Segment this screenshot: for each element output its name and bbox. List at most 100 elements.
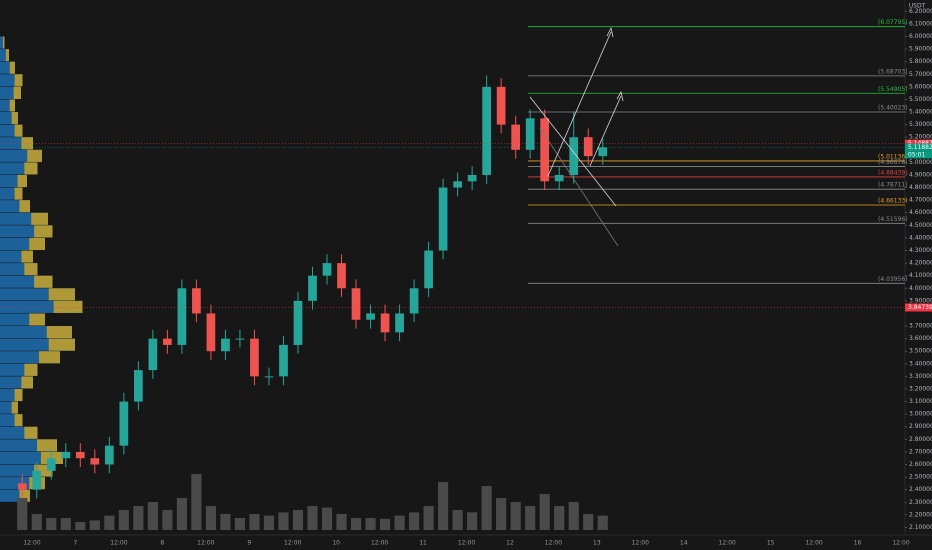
candle-body: [134, 370, 143, 402]
candle-body: [496, 86, 506, 125]
x-tick-label: 12:00: [545, 540, 562, 547]
candle-body: [75, 451, 85, 459]
profile-bar-accent: [9, 61, 15, 74]
profile-bar-accent: [14, 388, 23, 402]
volume-bar: [496, 498, 507, 530]
y-tick-label: 2.40000: [909, 486, 932, 493]
candle-body: [554, 174, 564, 182]
price-tag: [905, 143, 932, 152]
candle-body: [482, 86, 491, 175]
y-tick-label: 5.30000: [909, 121, 932, 128]
volume-bar: [539, 494, 550, 530]
volume-bar: [379, 518, 391, 530]
profile-bar-accent: [21, 250, 33, 263]
candle-body: [148, 338, 158, 371]
candle-body: [61, 451, 71, 459]
y-tick-label: 4.20000: [909, 260, 932, 267]
x-tick-label: 12:00: [892, 540, 909, 547]
x-tick-label: 12:00: [110, 540, 127, 547]
candle-body: [32, 470, 42, 490]
volume-bar: [249, 514, 260, 530]
marks: 6.20000 6.10000 6.00000 5.90000 5.80000 5.700…: [0, 8, 932, 547]
level-label: (4.66133): [878, 198, 908, 205]
level-label: (4.78711): [878, 182, 908, 189]
x-tick-label: 12:00: [458, 540, 475, 547]
volume-bar: [46, 518, 57, 530]
y-tick-label: 2.30000: [909, 499, 932, 506]
volume-bar: [423, 506, 434, 530]
profile-bar-accent: [14, 124, 23, 137]
candle-body: [598, 147, 608, 157]
volume-bar: [307, 506, 318, 530]
profile-bar-accent: [21, 137, 33, 150]
profile-bar-accent: [31, 212, 48, 225]
profile-bar-accent: [19, 200, 30, 213]
y-tick-label: 5.70000: [909, 71, 932, 78]
y-tick-label: 4.40000: [909, 234, 932, 241]
y-tick-label: 3.30000: [909, 373, 932, 380]
y-tick-label: 2.10000: [909, 524, 932, 531]
arrow-head: [616, 90, 624, 102]
x-tick-label: 12:00: [632, 540, 649, 547]
y-tick-label: 3.20000: [909, 385, 932, 392]
volume-bar: [60, 518, 71, 530]
x-tick-label: 11: [419, 540, 427, 547]
level-label: (5.40023): [878, 105, 908, 112]
volume-bar: [104, 515, 115, 530]
profile-bar-accent: [29, 313, 45, 326]
y-tick-label: 6.20000: [909, 8, 932, 15]
y-tick-label: 5.80000: [909, 58, 932, 65]
x-tick-label: 15: [767, 540, 775, 547]
volume-bar: [31, 514, 42, 530]
countdown: 05:01: [908, 151, 925, 158]
volume-bar: [147, 502, 158, 530]
candle-body: [366, 313, 375, 320]
y-tick-label: 5.50000: [909, 96, 932, 103]
y-tick-label: 4.50000: [909, 222, 932, 229]
candle-body: [395, 313, 404, 333]
profile-bar-accent: [13, 86, 21, 99]
profile-bar-accent: [19, 489, 30, 502]
profile-bar-accent: [29, 237, 45, 251]
volume-bar: [278, 512, 289, 530]
trend-line: [529, 96, 617, 207]
volume-bar: [481, 486, 492, 530]
countdown-bg: [905, 151, 932, 159]
price-tag-label: 3.84739: [908, 304, 932, 311]
y-tick-label: 6.00000: [909, 33, 932, 40]
x-tick-label: 10: [332, 540, 340, 547]
candle-body: [351, 288, 361, 320]
volume-bar: [191, 474, 202, 530]
y-tick-label: 2.90000: [909, 423, 932, 430]
level-label: (4.51596): [878, 216, 908, 223]
arrow-head: [606, 26, 614, 38]
volume-bar: [263, 515, 275, 530]
y-tick-label: 4.60000: [909, 209, 932, 216]
profile-bar-accent: [17, 174, 27, 188]
y-tick-label: 2.60000: [909, 461, 932, 468]
price-tag-label: 5.11882: [908, 144, 932, 151]
x-tick-label: 12:00: [805, 540, 822, 547]
y-tick-label: 3.50000: [909, 348, 932, 355]
volume-bar: [205, 506, 216, 530]
candle-body: [511, 124, 521, 150]
candle-body: [424, 250, 433, 289]
profile-bar-accent: [34, 225, 53, 238]
y-tick-label: 5.40000: [909, 109, 932, 116]
profile-bar-accent: [24, 162, 38, 175]
volume-bar: [365, 518, 376, 530]
volume-bar: [292, 510, 304, 530]
x-tick-label: 12:00: [371, 540, 388, 547]
x-tick-label: 8: [160, 540, 164, 547]
volume-bar: [554, 506, 565, 530]
profile-bar-accent: [14, 414, 23, 427]
volume-bar: [17, 498, 28, 530]
profile-bar-accent: [34, 275, 53, 288]
x-tick-label: 12:00: [197, 540, 214, 547]
volume-bar: [568, 502, 579, 530]
candle-body: [540, 118, 550, 182]
y-tick-label: 3.70000: [909, 323, 932, 330]
trend-line: [539, 127, 619, 247]
candle-body: [90, 458, 100, 465]
candle-body: [308, 275, 317, 301]
